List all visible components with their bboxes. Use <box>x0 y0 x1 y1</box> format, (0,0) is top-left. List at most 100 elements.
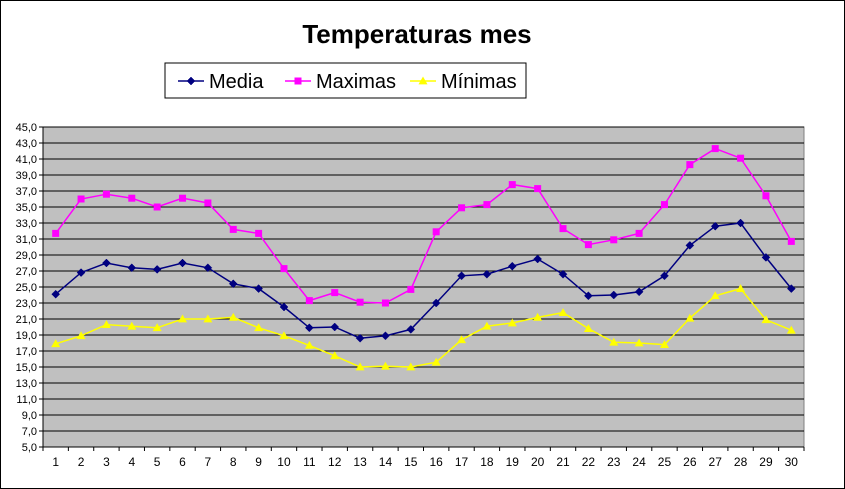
data-point <box>736 218 745 228</box>
x-tick-label: 15 <box>404 455 418 469</box>
y-axis: 45,0 43,0 41,0 39,0 37,0 35,0 33,0 31,0 29,0 27,0… <box>16 122 44 454</box>
data-point <box>660 271 669 281</box>
x-tick-label: 6 <box>179 455 186 469</box>
data-point <box>76 331 86 340</box>
x-tick-label: 19 <box>506 455 520 469</box>
data-point <box>508 181 516 189</box>
legend-marker <box>418 76 428 85</box>
data-point <box>507 318 517 327</box>
x-tick-label: 3 <box>103 455 110 469</box>
data-point <box>228 312 238 321</box>
data-point <box>533 254 543 264</box>
data-point <box>584 291 593 301</box>
x-tick-label: 4 <box>128 455 135 469</box>
x-tick-label: 1 <box>52 455 59 469</box>
y-tick-label: 9,0 <box>22 410 37 422</box>
data-point <box>583 324 593 332</box>
data-point <box>710 291 720 300</box>
data-point <box>254 284 263 293</box>
series-line <box>55 222 792 339</box>
x-tick-label: 29 <box>759 455 773 469</box>
x-tick-label: 17 <box>455 455 469 469</box>
data-point <box>330 351 340 360</box>
x-tick-label: 8 <box>230 455 237 469</box>
data-point <box>356 298 364 306</box>
x-tick-label: 20 <box>531 455 545 469</box>
x-tick-label: 11 <box>303 455 316 469</box>
data-point <box>457 335 467 344</box>
data-point <box>330 322 340 332</box>
x-tick-label: 24 <box>632 455 646 469</box>
data-point <box>279 302 289 312</box>
y-tick-label: 23,0 <box>16 298 37 310</box>
data-point <box>432 228 440 236</box>
y-tick-label: 37,0 <box>16 186 37 198</box>
data-point <box>635 229 643 237</box>
data-point <box>559 225 567 233</box>
data-point <box>77 195 85 203</box>
y-tick-label: 21,0 <box>16 314 37 326</box>
data-point <box>762 192 770 200</box>
data-point <box>685 313 695 322</box>
data-point <box>711 145 719 153</box>
data-point <box>610 236 618 244</box>
y-tick-label: 13,0 <box>16 378 37 390</box>
y-tick-label: 33,0 <box>16 218 37 230</box>
legend-label: Mínimas <box>441 71 517 93</box>
x-tick-label: 30 <box>785 455 799 469</box>
series-2 <box>52 145 795 307</box>
x-tick-label: 7 <box>205 455 212 469</box>
data-point <box>482 269 492 279</box>
data-point <box>255 229 263 237</box>
series-line <box>55 147 792 304</box>
data-point <box>609 290 619 300</box>
data-point <box>761 315 771 324</box>
data-point <box>76 268 86 277</box>
gridlines <box>43 126 804 448</box>
data-point <box>254 323 264 332</box>
data-point <box>304 323 314 333</box>
x-tick-label: 25 <box>658 455 672 469</box>
legend-label: Maximas <box>316 71 396 93</box>
data-point <box>229 225 237 233</box>
data-point <box>685 241 695 250</box>
data-point <box>152 265 162 274</box>
data-point <box>128 194 136 202</box>
data-point <box>710 221 720 231</box>
data-point <box>507 261 517 271</box>
legend-marker <box>186 76 196 86</box>
data-point <box>127 263 137 273</box>
x-tick-label: 21 <box>556 455 570 469</box>
data-point <box>51 339 61 348</box>
data-point <box>787 237 795 245</box>
y-tick-label: 25,0 <box>16 282 37 294</box>
data-point <box>380 361 390 370</box>
x-tick-label: 28 <box>734 455 748 469</box>
data-point <box>534 185 542 193</box>
x-tick-label: 12 <box>328 455 342 469</box>
legend-marker <box>294 77 302 85</box>
data-point <box>178 258 187 268</box>
data-point <box>203 263 213 273</box>
data-point <box>203 314 213 323</box>
data-point <box>659 340 669 348</box>
y-tick-label: 11,0 <box>16 394 37 406</box>
x-tick-label: 23 <box>607 455 621 469</box>
x-tick-label: 9 <box>255 455 262 469</box>
data-point <box>558 308 568 316</box>
y-tick-label: 39,0 <box>16 170 37 182</box>
data-point <box>381 331 390 341</box>
y-tick-label: 17,0 <box>16 346 37 358</box>
data-point <box>457 271 466 281</box>
data-point <box>736 284 746 292</box>
x-tick-label: 18 <box>480 455 494 469</box>
y-tick-label: 31,0 <box>16 234 37 246</box>
data-point <box>634 287 644 297</box>
y-tick-label: 27,0 <box>16 266 37 278</box>
data-point <box>102 258 111 268</box>
y-tick-label: 45,0 <box>16 122 37 134</box>
data-point <box>152 323 162 332</box>
x-tick-label: 27 <box>709 455 723 469</box>
data-point <box>51 289 61 299</box>
